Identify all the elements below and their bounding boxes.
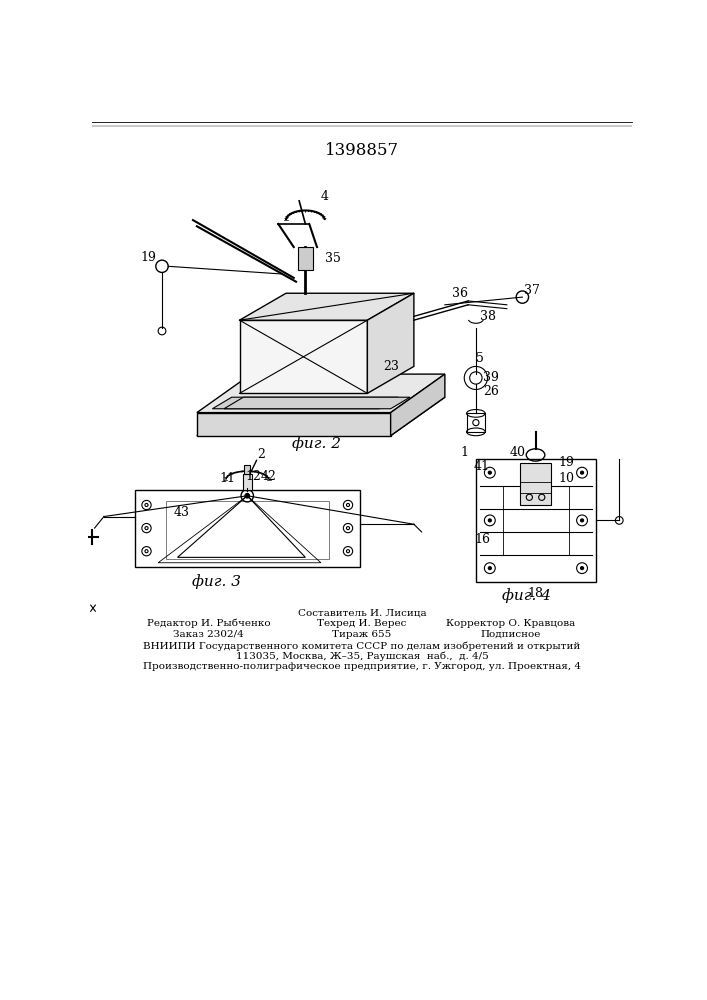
- Text: Техред И. Верес: Техред И. Верес: [317, 619, 407, 628]
- Text: 12: 12: [245, 470, 262, 483]
- Text: 41: 41: [474, 460, 490, 473]
- Polygon shape: [197, 413, 391, 436]
- Text: 38: 38: [479, 310, 496, 323]
- Text: Подписное: Подписное: [481, 630, 541, 639]
- Bar: [520, 463, 551, 505]
- Bar: [467, 413, 485, 432]
- Text: Редактор И. Рыбченко: Редактор И. Рыбченко: [146, 619, 270, 628]
- Bar: [476, 459, 596, 582]
- Text: Составитель И. Лисица: Составитель И. Лисица: [298, 608, 426, 617]
- Text: Заказ 2302/4: Заказ 2302/4: [173, 630, 244, 639]
- Polygon shape: [224, 397, 410, 409]
- Polygon shape: [240, 293, 414, 320]
- Ellipse shape: [580, 567, 583, 570]
- Bar: [243, 474, 252, 490]
- Text: 1: 1: [460, 446, 468, 459]
- Text: 19: 19: [558, 456, 574, 469]
- Bar: [298, 247, 313, 270]
- Polygon shape: [197, 374, 445, 413]
- Text: 4: 4: [321, 190, 329, 204]
- Text: 42: 42: [261, 470, 277, 483]
- Ellipse shape: [245, 493, 250, 498]
- Text: Производственно-полиграфическое предприятие, г. Ужгород, ул. Проектная, 4: Производственно-полиграфическое предприя…: [143, 662, 581, 671]
- Text: 5: 5: [476, 352, 484, 365]
- Ellipse shape: [489, 567, 491, 570]
- Text: фиг. 4: фиг. 4: [502, 588, 551, 603]
- Polygon shape: [368, 293, 414, 393]
- Bar: [166, 501, 329, 559]
- Text: 40: 40: [510, 446, 526, 459]
- Text: Тираж 655: Тираж 655: [332, 630, 392, 639]
- Text: 37: 37: [524, 284, 539, 297]
- Ellipse shape: [489, 471, 491, 474]
- Text: 2: 2: [257, 448, 265, 461]
- Text: 43: 43: [173, 506, 189, 519]
- Text: 11: 11: [220, 472, 236, 485]
- Text: 35: 35: [325, 252, 341, 265]
- Text: 10: 10: [558, 472, 574, 485]
- Polygon shape: [212, 397, 398, 409]
- Polygon shape: [240, 320, 368, 393]
- Text: фиг. 2: фиг. 2: [293, 436, 341, 451]
- Ellipse shape: [580, 471, 583, 474]
- Bar: [244, 465, 250, 474]
- Bar: [135, 490, 360, 567]
- Text: 1398857: 1398857: [325, 142, 399, 159]
- Text: 26: 26: [484, 385, 499, 398]
- Text: ВНИИПИ Государственного комитета СССР по делам изобретений и открытий: ВНИИПИ Государственного комитета СССР по…: [144, 642, 580, 651]
- Ellipse shape: [489, 519, 491, 522]
- Polygon shape: [197, 397, 445, 436]
- Text: 23: 23: [382, 360, 399, 373]
- Text: 39: 39: [484, 371, 499, 384]
- Text: 113035, Москва, Ж–35, Раушская  наб.,  д. 4/5: 113035, Москва, Ж–35, Раушская наб., д. …: [235, 652, 489, 661]
- Text: 19: 19: [140, 251, 156, 264]
- Text: фиг. 3: фиг. 3: [192, 575, 241, 589]
- Text: Корректор О. Кравцова: Корректор О. Кравцова: [446, 619, 575, 628]
- Text: 18: 18: [527, 587, 544, 600]
- Text: 36: 36: [452, 287, 468, 300]
- Text: 16: 16: [474, 533, 490, 546]
- Ellipse shape: [580, 519, 583, 522]
- Polygon shape: [391, 374, 445, 436]
